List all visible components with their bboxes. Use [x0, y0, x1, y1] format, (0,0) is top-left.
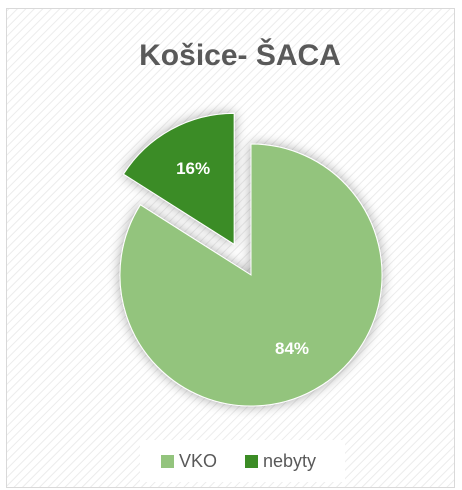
- legend-swatch: [161, 455, 174, 468]
- legend-box: [140, 440, 345, 482]
- chart-title: Košice- ŠACA: [139, 38, 341, 72]
- data-label: 16%: [176, 159, 210, 178]
- legend-swatch: [245, 455, 258, 468]
- pie: [119, 112, 383, 407]
- pie-slice: [122, 112, 235, 246]
- legend-label: nebyty: [263, 451, 316, 471]
- legend-label: VKO: [179, 451, 217, 471]
- data-label: 84%: [275, 339, 309, 358]
- pie-slice: [119, 143, 383, 407]
- chart-frame: [6, 8, 455, 488]
